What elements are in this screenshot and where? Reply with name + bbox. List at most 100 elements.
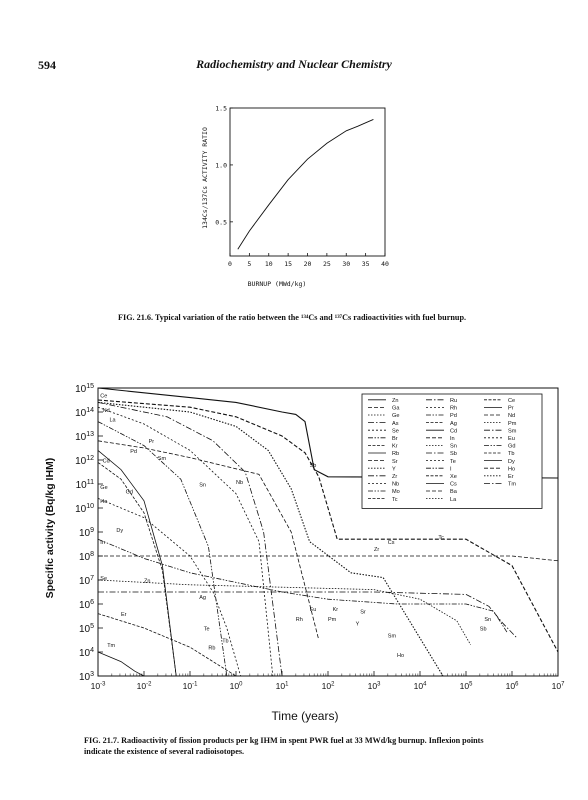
legend-label: Ru [450, 398, 457, 404]
x-tick-label: 20 [304, 260, 312, 268]
x-tick-label: 15 [284, 260, 292, 268]
legend-label: Ho [508, 466, 515, 472]
element-annotation: Nd [103, 408, 110, 414]
legend-label: Pm [508, 421, 517, 427]
legend-label: Y [392, 466, 396, 472]
legend-label: Se [392, 428, 399, 434]
legend-label: Nb [392, 482, 399, 488]
legend-label: La [450, 497, 457, 503]
x-tick-label: 101 [276, 681, 289, 691]
plot-frame [229, 107, 386, 257]
x-tick-label: 30 [342, 260, 350, 268]
x-tick-label: 106 [506, 681, 519, 691]
figure-21-7-caption: FIG. 21.7. Radioactivity of fission prod… [84, 736, 484, 756]
legend-label: Br [392, 436, 398, 442]
element-annotation: Eu [310, 607, 317, 613]
activity-curve [97, 498, 241, 677]
legend-label: Cs [450, 482, 457, 488]
y-tick-label: 106 [79, 599, 94, 611]
y-axis-label: 134Cs/137Cs ACTIVITY RATIO [201, 127, 209, 229]
legend-label: Kr [392, 444, 398, 450]
legend-label: Ba [450, 489, 458, 495]
legend-label: Cd [450, 428, 457, 434]
x-tick-label: 103 [368, 681, 381, 691]
legend-label: Er [508, 474, 514, 480]
legend-label: Rb [392, 451, 399, 457]
element-annotation: Tb [222, 638, 228, 644]
legend-label: Pd [450, 413, 457, 419]
activity-curve [97, 538, 508, 634]
x-tick-label: 40 [381, 260, 389, 268]
element-annotation: Sr [360, 610, 366, 616]
x-tick-label: 105 [460, 681, 473, 691]
ratio-curve [237, 118, 374, 250]
x-tick-label: 107 [552, 681, 565, 691]
legend-label: I [450, 466, 452, 472]
legend-label: Mo [392, 489, 400, 495]
legend-label: As [392, 421, 399, 427]
element-annotation: Sn [484, 617, 491, 623]
x-tick-label: 25 [323, 260, 331, 268]
element-annotation: Ho [100, 499, 107, 505]
legend-label: Ce [508, 398, 515, 404]
legend-label: Ga [392, 406, 400, 412]
x-tick-label: 100 [230, 681, 243, 691]
element-annotation: Sm [388, 634, 397, 640]
x-tick-label: 104 [414, 681, 427, 691]
element-annotation: Rh [296, 617, 303, 623]
element-annotation: La [110, 418, 117, 424]
activity-curve [97, 421, 228, 677]
legend-label: Dy [508, 459, 515, 465]
running-title: Radiochemistry and Nuclear Chemistry [196, 57, 392, 71]
activity-curve [97, 401, 444, 677]
x-tick-label: 10-3 [91, 681, 106, 691]
x-tick-label: 10 [265, 260, 273, 268]
element-annotation: Zr [374, 547, 379, 553]
legend-label: Nd [508, 413, 515, 419]
element-annotation: Sb [480, 626, 487, 632]
element-annotation: Nb [236, 480, 243, 486]
element-annotation: Dy [116, 528, 123, 534]
y-tick-label: 108 [79, 551, 94, 563]
x-axis-label: Time (years) [272, 709, 339, 723]
legend-label: In [450, 436, 455, 442]
element-annotation: Sn [199, 482, 206, 488]
legend-label: Zn [392, 398, 399, 404]
x-tick-label: 5 [247, 260, 251, 268]
element-annotation: Pr [149, 439, 155, 445]
y-tick-label: 1011 [76, 479, 94, 491]
element-annotation: Pd [130, 449, 137, 455]
x-tick-label: 102 [322, 681, 335, 691]
y-tick-label: 1.5 [215, 105, 227, 113]
legend-label: Sm [508, 428, 517, 434]
y-tick-label: 105 [79, 623, 94, 635]
activity-curve [97, 406, 274, 677]
legend-label: Tb [508, 451, 515, 457]
legend-label: Tc [392, 497, 398, 503]
y-tick-label: 109 [79, 527, 94, 539]
activity-curve [97, 462, 177, 677]
element-annotation: Zn [144, 578, 150, 584]
element-annotation: Cs [388, 540, 395, 546]
element-annotation: Sm [158, 456, 167, 462]
legend-label: Te [450, 459, 456, 465]
element-annotation: Y [356, 622, 360, 628]
y-tick-label: 1014 [75, 407, 94, 419]
legend-label: Rh [450, 406, 457, 412]
activity-curve [97, 440, 320, 641]
element-annotation: Cd [103, 458, 110, 464]
x-tick-label: 35 [362, 260, 370, 268]
element-annotation: Ho [397, 653, 404, 659]
legend-label: Xe [450, 474, 457, 480]
y-tick-label: 1012 [75, 455, 94, 467]
y-tick-label: 1013 [75, 431, 94, 443]
legend-label: Sn [450, 444, 457, 450]
x-axis-label: BURNUP (MWd/kg) [248, 280, 307, 288]
legend-label: Pr [508, 406, 514, 412]
element-annotation: Kr [333, 607, 339, 613]
element-annotation: Ge [100, 485, 107, 491]
x-tick-label: 10-2 [137, 681, 152, 691]
activity-curve [98, 555, 559, 562]
y-tick-label: 107 [79, 575, 94, 587]
y-axis-label: Specific activity (Bq/kg IHM) [44, 458, 56, 599]
